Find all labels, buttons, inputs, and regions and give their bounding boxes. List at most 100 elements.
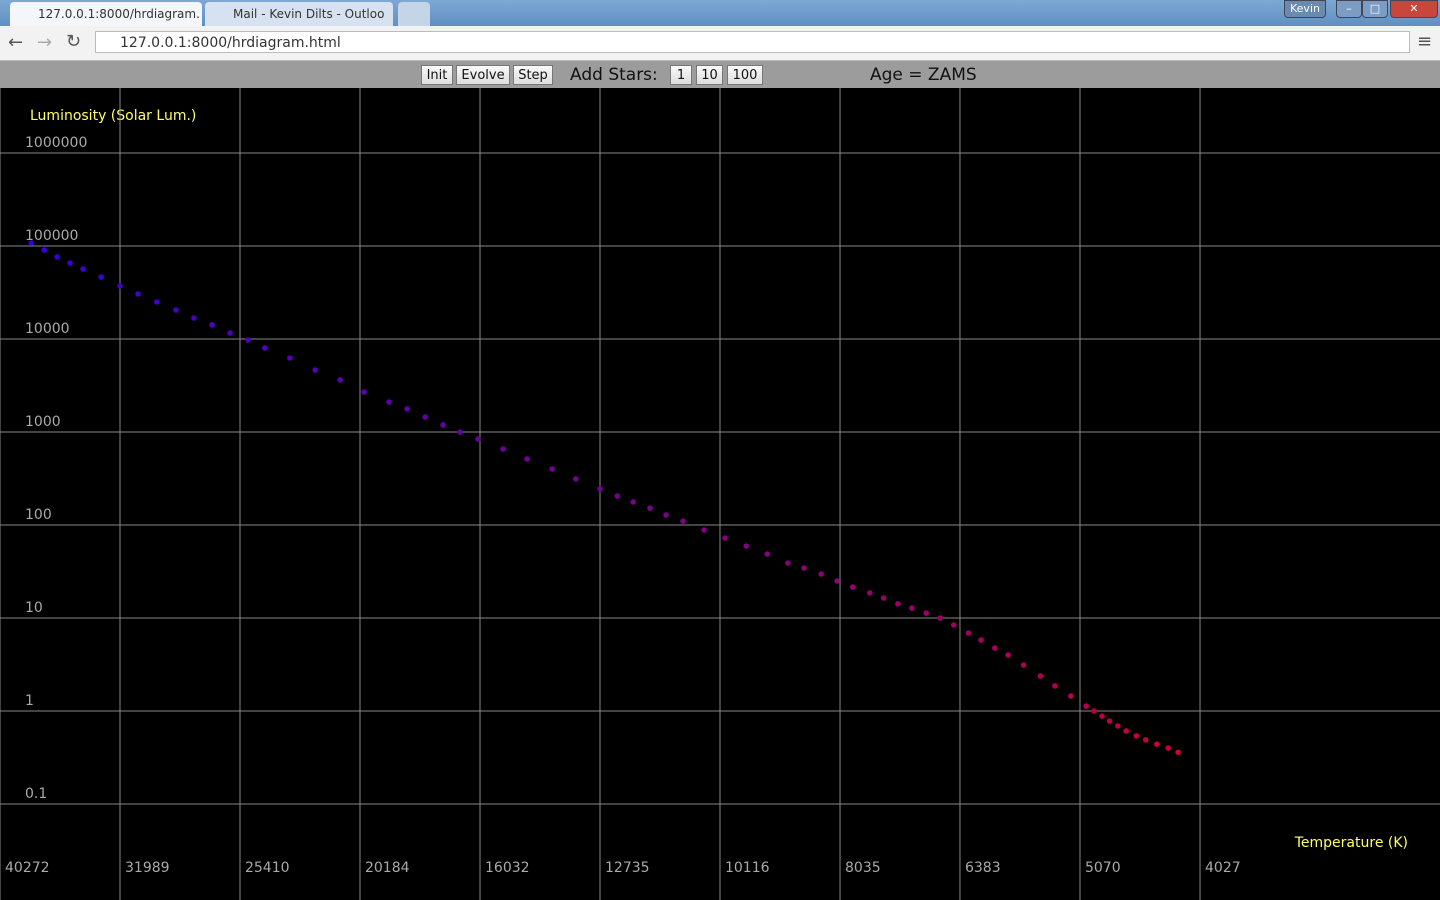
star-point [722, 535, 728, 541]
minimize[interactable]: – [1336, 0, 1362, 18]
star-point [992, 645, 998, 651]
new-tab[interactable] [398, 2, 430, 26]
star-point [1052, 683, 1058, 689]
star-point [361, 389, 367, 395]
x-tick-label: 5070 [1085, 860, 1121, 876]
star-point [663, 512, 669, 518]
star-point [549, 466, 555, 472]
star-point [909, 605, 915, 611]
y-tick-label: 100000 [25, 228, 78, 244]
evolve-button[interactable]: Evolve [456, 65, 510, 85]
star-point [1106, 718, 1113, 724]
star-point [1154, 741, 1160, 747]
star-point [866, 590, 873, 596]
star-point [524, 456, 530, 462]
x-tick-label: 6383 [965, 860, 1001, 876]
add-stars-label: Add Stars: [570, 65, 658, 85]
user-badge[interactable]: Kevin [1284, 0, 1326, 18]
add-button[interactable]: 1 [670, 65, 692, 85]
star-point [1091, 708, 1097, 714]
add-button[interactable]: 100 [727, 65, 763, 85]
star-point [573, 476, 579, 482]
star-point [764, 551, 770, 557]
y-tick-label: 10000 [25, 321, 70, 337]
star-point [404, 406, 410, 412]
star-point [457, 429, 463, 435]
star-point [135, 291, 141, 297]
star-point [1068, 693, 1074, 699]
star-point [895, 601, 901, 607]
init-button[interactable]: Init [421, 65, 453, 85]
star-point [80, 266, 86, 272]
star-point [937, 615, 943, 621]
star-point [1037, 673, 1044, 679]
star-point [647, 505, 653, 511]
star-point [680, 518, 686, 524]
star-point [41, 247, 48, 253]
star-point [597, 486, 603, 492]
star-point [743, 543, 749, 549]
y-tick-label: 100 [25, 507, 52, 523]
add-button[interactable]: 10 [696, 65, 723, 85]
x-tick-label: 8035 [845, 860, 881, 876]
y-tick-label: 1 [25, 693, 34, 709]
star-point [245, 337, 251, 343]
star-point [630, 499, 636, 505]
star-point [98, 274, 104, 280]
star-point [818, 571, 825, 577]
star-point [440, 422, 446, 428]
star-point [475, 436, 481, 442]
star-point [978, 637, 984, 643]
y-tick-label: 1000 [25, 414, 61, 430]
url-field[interactable]: 127.0.0.1:8000/hrdiagram.html [95, 31, 1410, 53]
star-point [923, 610, 930, 616]
star-point [1165, 745, 1172, 751]
y-axis-label: Luminosity (Solar Lum.) [30, 108, 196, 124]
star-point [261, 345, 268, 351]
star-point [1020, 662, 1027, 668]
forward[interactable]: → [37, 32, 53, 53]
star-point [950, 622, 957, 628]
star-point [1133, 733, 1140, 739]
star-point [785, 560, 791, 566]
x-tick-label: 4027 [1205, 860, 1241, 876]
back[interactable]: ← [8, 32, 24, 53]
tab-bar: 127.0.0.1:8000/hrdiagram. Mail - Kevin D… [0, 0, 1440, 26]
star-point [28, 240, 35, 246]
star-point [422, 414, 429, 420]
star-point [227, 330, 233, 336]
tab[interactable]: 127.0.0.1:8000/hrdiagram. [10, 2, 202, 26]
x-tick-label: 12735 [605, 860, 650, 876]
star-point [801, 565, 807, 571]
y-tick-label: 1000000 [25, 135, 87, 151]
star-point [386, 399, 392, 405]
star-point [287, 355, 293, 361]
star-point [154, 299, 160, 305]
tab[interactable]: Mail - Kevin Dilts - Outloo [205, 2, 393, 26]
star-point [965, 630, 972, 636]
close[interactable]: ✕ [1390, 0, 1438, 18]
star-point [850, 584, 856, 590]
menu[interactable]: ≡ [1417, 31, 1433, 52]
x-tick-label: 10116 [725, 860, 770, 876]
star-point [191, 315, 197, 321]
star-point [117, 283, 123, 289]
maximize[interactable]: □ [1362, 0, 1388, 18]
star-point [1083, 703, 1089, 709]
star-point [1142, 737, 1149, 743]
star-point [701, 527, 707, 533]
star-point [1175, 749, 1181, 756]
reload[interactable]: ↻ [66, 31, 82, 52]
star-point [67, 260, 73, 266]
star-point [1115, 723, 1121, 729]
step-button[interactable]: Step [513, 65, 553, 85]
x-tick-label: 40272 [5, 860, 50, 876]
x-tick-label: 16032 [485, 860, 530, 876]
star-point [337, 377, 343, 383]
star-point [173, 307, 179, 313]
y-tick-label: 0.1 [25, 786, 47, 802]
star-point [614, 493, 621, 499]
star-point [880, 595, 887, 601]
x-axis-label: Temperature (K) [1294, 835, 1408, 851]
